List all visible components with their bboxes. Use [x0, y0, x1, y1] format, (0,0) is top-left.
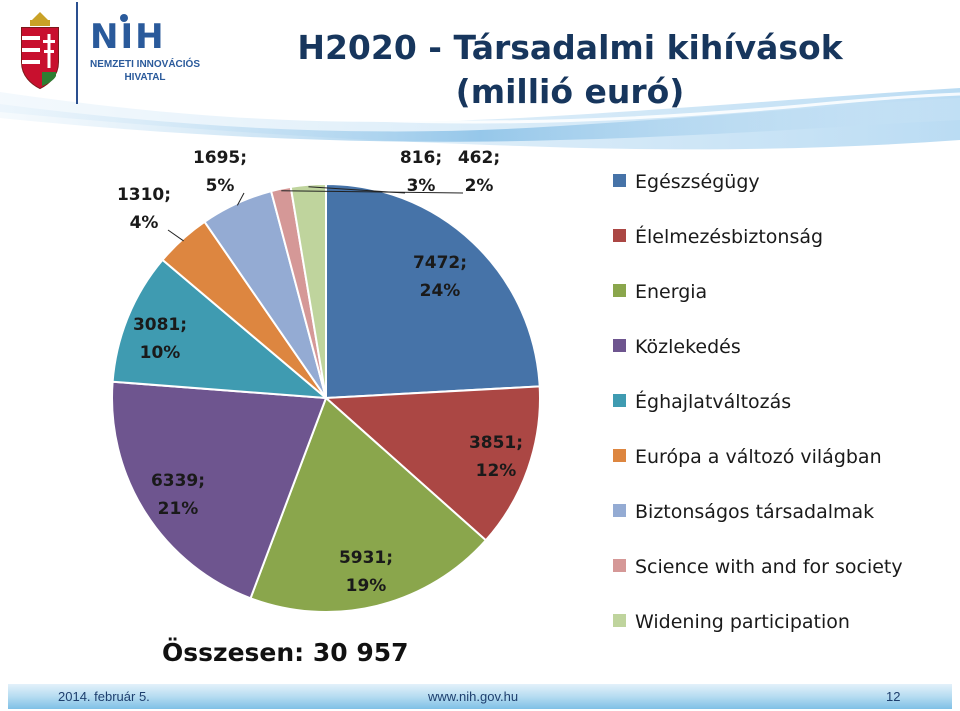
header-swoosh-background	[0, 88, 960, 150]
pie-slice-1	[325, 182, 541, 400]
slice-value-label-2: 3851;	[469, 433, 523, 453]
slice-percent-label-2: 12%	[476, 461, 517, 481]
footer-page-number: 12	[886, 689, 901, 704]
legend-label: Európa a változó világban	[635, 446, 882, 468]
nih-dot-icon	[120, 14, 128, 22]
legend-label: Biztonságos társadalmak	[635, 501, 875, 523]
slice-percent-label-9: 3%	[407, 176, 436, 196]
slice-label-8: 462; 2%	[458, 148, 500, 196]
slice-percent-label-1: 24%	[420, 281, 461, 301]
legend-swatch	[613, 284, 626, 297]
slice-value-label-7: 1695;	[193, 148, 247, 168]
legend-swatch	[613, 559, 626, 572]
leader-line-9	[308, 186, 406, 194]
legend-swatch	[613, 339, 626, 352]
slice-label-9: 816; 3%	[400, 148, 442, 196]
legend-label: Widening participation	[635, 611, 850, 633]
slice-value-label-5: 3081;	[133, 315, 187, 335]
legend-item: Energia	[613, 278, 905, 306]
slice-label-5: 3081; 10%	[133, 315, 187, 363]
slice-percent-label-6: 4%	[130, 213, 159, 233]
legend-item: Widening participation	[613, 608, 905, 636]
legend-item: Biztonságos társadalmak	[613, 498, 905, 526]
legend-label: Energia	[635, 281, 708, 303]
legend-swatch	[613, 229, 626, 242]
legend-label: Közlekedés	[635, 336, 741, 358]
legend-swatch	[613, 174, 626, 187]
slice-percent-label-3: 19%	[346, 576, 387, 596]
legend-item: Egészségügy	[613, 168, 905, 196]
slice-value-label-4: 6339;	[151, 471, 205, 491]
legend-label: Egészségügy	[635, 171, 760, 193]
footer-bar	[8, 684, 952, 709]
slice-percent-label-7: 5%	[206, 176, 235, 196]
leader-line-8	[281, 190, 464, 194]
slice-label-7: 1695; 5%	[193, 148, 247, 196]
legend-item: Science with and for society	[613, 553, 905, 581]
org-name: NEMZETI INNOVÁCIÓS HIVATAL	[90, 58, 200, 84]
legend-swatch	[613, 394, 626, 407]
pie-slice-3	[249, 396, 488, 613]
slice-label-2: 3851; 12%	[469, 433, 523, 481]
page-title: H2020 - Társadalmi kihívások (millió eur…	[290, 26, 850, 114]
nih-wordmark: NIH	[90, 14, 200, 57]
legend-swatch	[613, 449, 626, 462]
slice-label-1: 7472; 24%	[413, 253, 467, 301]
slice-value-label-3: 5931;	[339, 548, 393, 568]
legend-swatch	[613, 504, 626, 517]
slice-label-4: 6339; 21%	[151, 471, 205, 519]
leader-line-7	[236, 192, 245, 206]
pie-slice-2	[323, 385, 541, 542]
leader-line-6	[167, 229, 184, 242]
slice-label-6: 1310; 4%	[117, 185, 171, 233]
legend-item: Közlekedés	[613, 333, 905, 361]
nih-wordmark-text: NIH	[90, 17, 166, 57]
org-name-line1: NEMZETI INNOVÁCIÓS	[90, 59, 201, 70]
logo-divider	[76, 2, 78, 104]
slice-percent-label-5: 10%	[140, 343, 181, 363]
nih-logo: NIH NEMZETI INNOVÁCIÓS HIVATAL	[90, 14, 200, 110]
slice-value-label-8: 462;	[458, 148, 500, 168]
legend-item: Európa a változó világban	[613, 443, 905, 471]
slice-value-label-9: 816;	[400, 148, 442, 168]
title-line1: H2020 - Társadalmi kihívások	[297, 28, 843, 67]
coat-of-arms-logo	[21, 12, 59, 90]
legend-label: Science with and for society	[635, 556, 903, 578]
legend-item: Éghajlatváltozás	[613, 388, 905, 416]
pie-slice-4	[111, 380, 328, 600]
slice-value-label-1: 7472;	[413, 253, 467, 273]
pie-slice-9	[289, 182, 327, 399]
org-name-line2: HIVATAL	[124, 72, 166, 83]
slice-value-label-6: 1310;	[117, 185, 171, 205]
total-label: Összesen: 30 957	[162, 638, 409, 667]
title-line2: (millió euró)	[455, 72, 685, 111]
legend-swatch	[613, 614, 626, 627]
footer-date: 2014. február 5.	[58, 689, 150, 704]
slice-label-3: 5931; 19%	[339, 548, 393, 596]
slice-percent-label-4: 21%	[158, 499, 199, 519]
legend-item: Élelmezésbiztonság	[613, 223, 905, 251]
legend-label: Élelmezésbiztonság	[635, 226, 824, 248]
slice-percent-label-8: 2%	[465, 176, 494, 196]
footer-url: www.nih.gov.hu	[428, 689, 519, 704]
legend-label: Éghajlatváltozás	[635, 391, 792, 413]
pie-slice-5	[111, 258, 330, 400]
